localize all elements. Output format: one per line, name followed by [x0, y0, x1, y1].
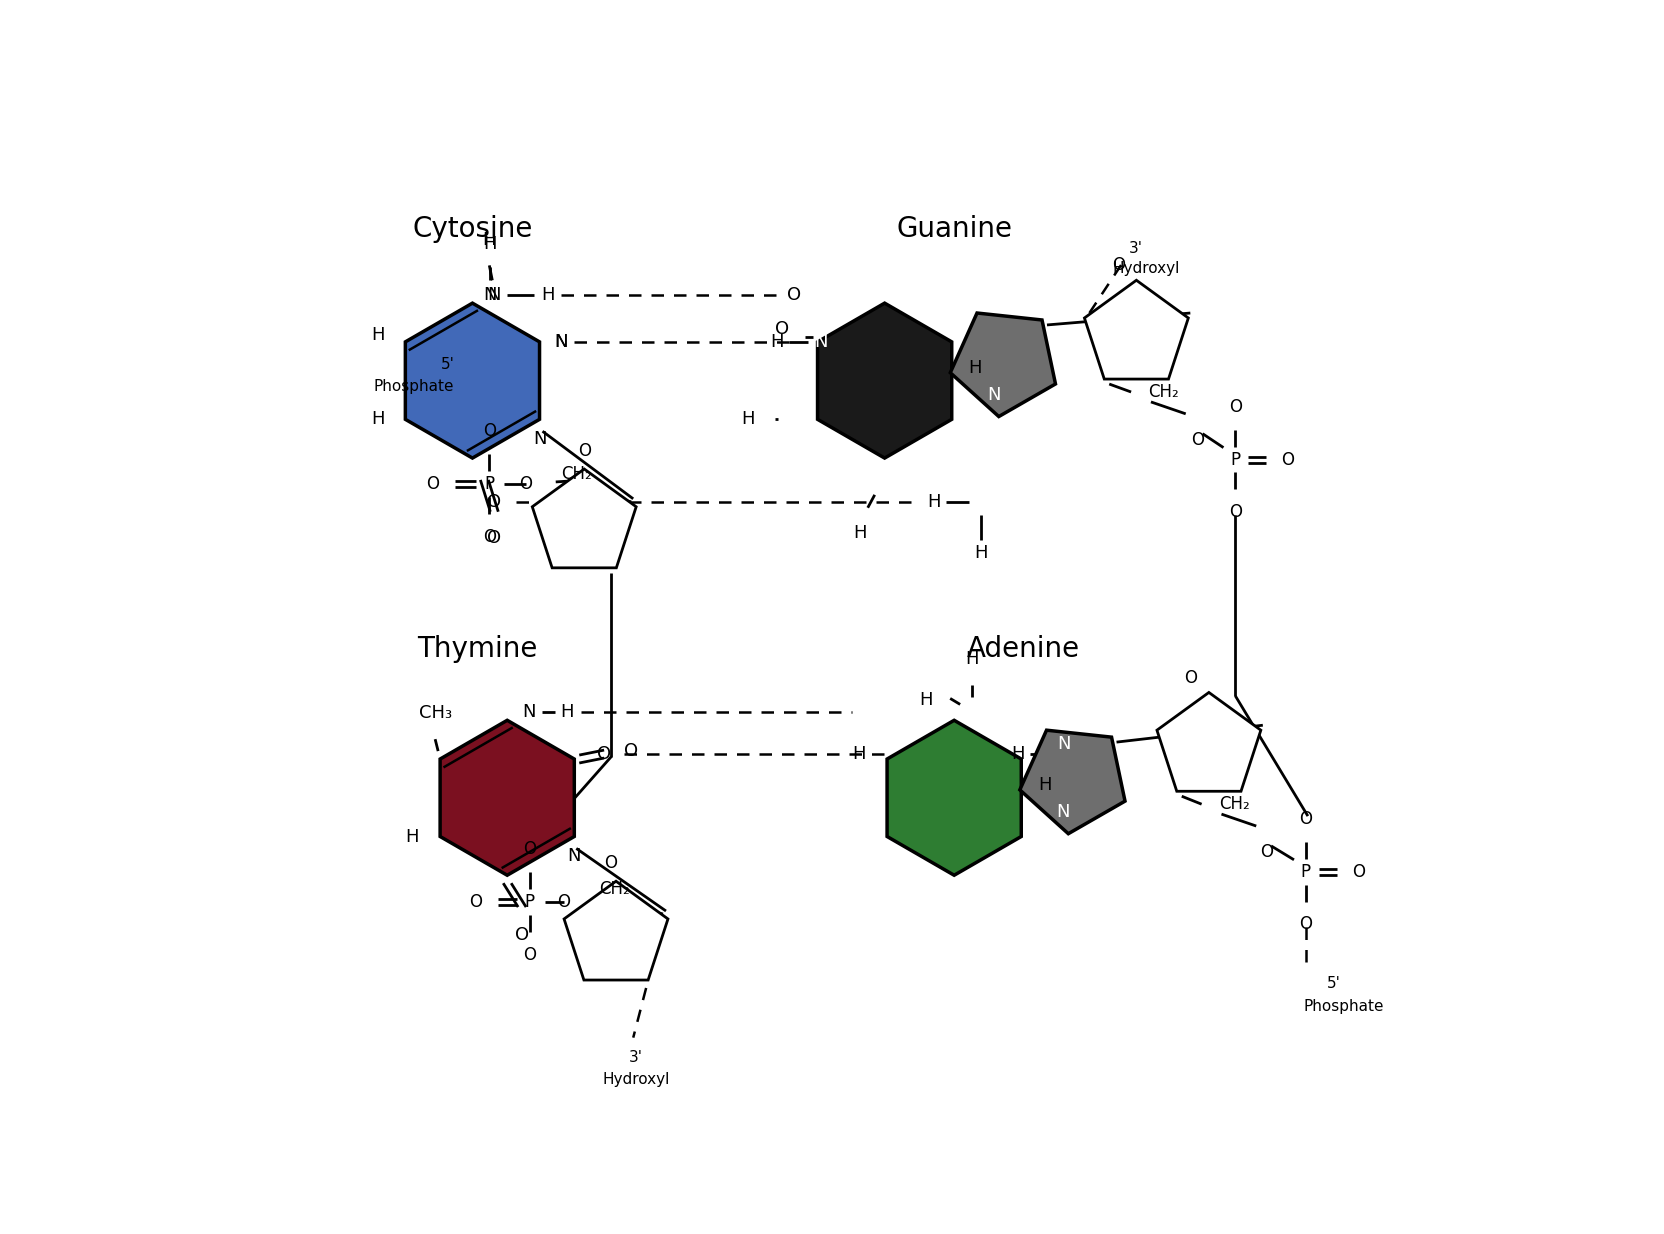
Text: CH₃: CH₃ [419, 705, 451, 722]
Text: N: N [977, 492, 990, 511]
Polygon shape [406, 304, 539, 458]
Text: O: O [1300, 916, 1313, 933]
Text: CH₂: CH₂ [1148, 383, 1180, 401]
Text: H: H [740, 411, 755, 428]
Text: N: N [1058, 735, 1072, 753]
Text: Hydroxyl: Hydroxyl [1112, 260, 1180, 276]
Text: H: H [854, 523, 867, 542]
Text: O: O [1112, 257, 1125, 274]
Text: O: O [577, 442, 591, 460]
Text: N: N [859, 828, 872, 845]
Text: O: O [1353, 863, 1364, 881]
Text: N: N [484, 286, 498, 305]
Text: O: O [1230, 397, 1241, 416]
Text: Guanine: Guanine [897, 215, 1012, 243]
Text: N: N [879, 471, 892, 489]
Text: O: O [488, 492, 501, 511]
Text: P: P [484, 475, 494, 492]
Text: H: H [371, 411, 384, 428]
Text: Phosphate: Phosphate [374, 379, 454, 394]
Text: N: N [1057, 803, 1070, 821]
Text: O: O [624, 742, 637, 760]
Text: H: H [968, 359, 982, 376]
Text: 5': 5' [441, 357, 454, 373]
Text: H: H [484, 234, 498, 253]
Text: N: N [567, 848, 581, 865]
Text: N: N [965, 703, 978, 722]
Text: O: O [519, 475, 532, 492]
Text: Phosphate: Phosphate [1303, 1000, 1384, 1014]
Text: 5': 5' [1326, 976, 1341, 991]
Text: H: H [406, 828, 419, 845]
Text: P: P [524, 893, 534, 911]
Polygon shape [950, 313, 1055, 417]
Text: H: H [852, 745, 865, 763]
Text: N: N [532, 431, 546, 448]
Text: P: P [1230, 450, 1240, 469]
Polygon shape [817, 304, 952, 458]
Text: H: H [770, 333, 784, 350]
Text: Adenine: Adenine [967, 634, 1080, 663]
Text: H: H [541, 286, 554, 305]
Text: H: H [920, 691, 934, 710]
Text: CH₂: CH₂ [1220, 795, 1250, 813]
Text: H: H [965, 650, 978, 668]
Text: O: O [516, 926, 529, 944]
Text: N: N [814, 333, 827, 350]
Text: N: N [488, 286, 501, 305]
Text: O: O [597, 745, 611, 763]
Text: O: O [604, 854, 617, 872]
Text: H: H [1038, 776, 1052, 793]
Polygon shape [439, 721, 574, 875]
Text: CH₂: CH₂ [561, 465, 592, 482]
Text: O: O [1281, 450, 1295, 469]
Text: O: O [524, 840, 536, 859]
Text: P: P [1301, 863, 1311, 881]
Text: N: N [879, 471, 892, 489]
Text: O: O [488, 528, 501, 547]
Text: Thymine: Thymine [418, 634, 537, 663]
Text: N: N [947, 888, 960, 906]
Text: H: H [561, 703, 574, 722]
Text: O: O [524, 945, 536, 964]
Text: H: H [1012, 745, 1025, 763]
Text: O: O [1230, 503, 1241, 521]
Text: O: O [1191, 431, 1205, 449]
Text: O: O [426, 475, 439, 492]
Text: O: O [1300, 810, 1313, 828]
Text: Cytosine: Cytosine [413, 215, 532, 243]
Text: N: N [554, 333, 567, 350]
Text: O: O [469, 893, 483, 911]
Text: 3': 3' [629, 1050, 644, 1065]
Polygon shape [564, 881, 667, 980]
Polygon shape [1020, 731, 1125, 834]
Text: N: N [785, 411, 799, 428]
Text: H: H [973, 544, 988, 563]
Text: H: H [371, 326, 384, 344]
Text: O: O [1185, 669, 1198, 686]
Polygon shape [1085, 280, 1188, 379]
Text: O: O [483, 528, 496, 545]
Text: N: N [554, 333, 567, 350]
Text: CH₂: CH₂ [599, 880, 629, 898]
Text: N: N [987, 386, 1000, 404]
Text: H: H [927, 492, 942, 511]
Text: Hydroxyl: Hydroxyl [602, 1072, 671, 1087]
Polygon shape [532, 469, 636, 568]
Text: O: O [775, 320, 789, 338]
Text: O: O [1260, 843, 1273, 861]
Polygon shape [1156, 692, 1261, 791]
Text: H: H [483, 231, 496, 248]
Text: O: O [787, 286, 800, 305]
Text: O: O [483, 422, 496, 441]
Text: 3': 3' [1130, 241, 1143, 255]
Polygon shape [887, 721, 1022, 875]
Text: O: O [557, 893, 571, 911]
Text: N: N [522, 703, 536, 722]
